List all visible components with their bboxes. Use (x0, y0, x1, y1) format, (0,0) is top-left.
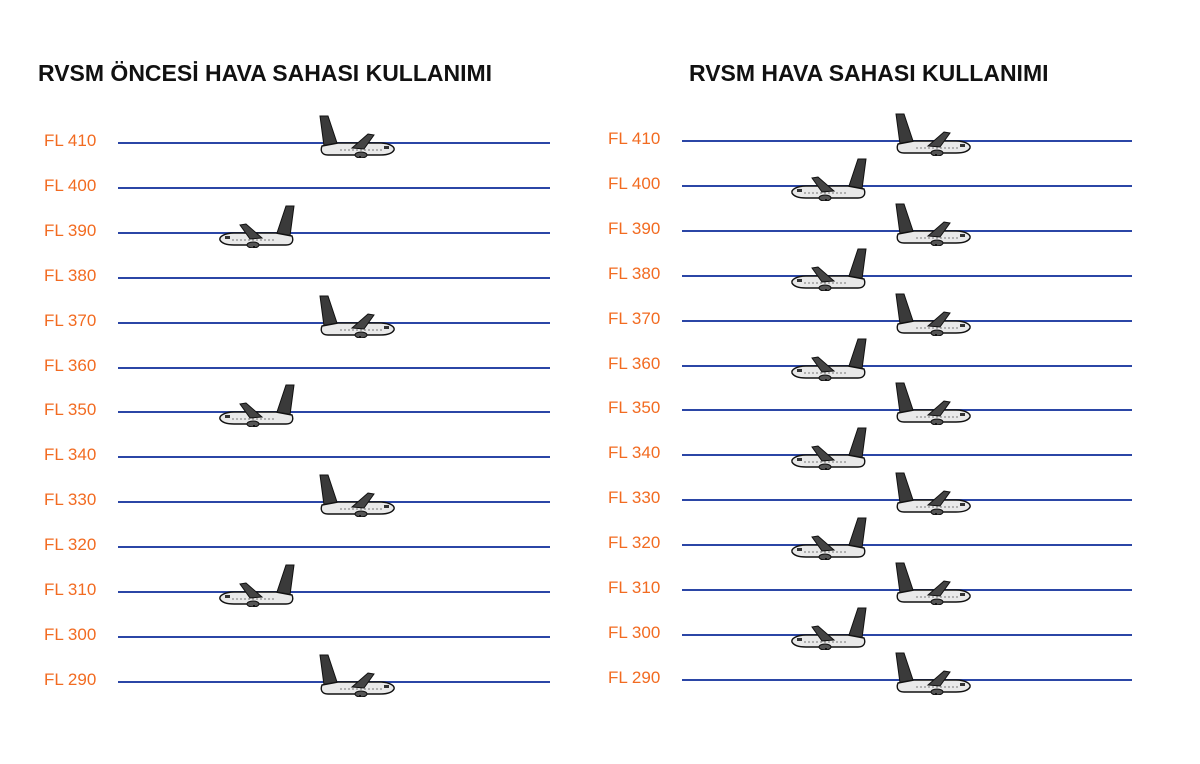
flight-level-label: FL 300 (44, 624, 97, 644)
pre-rvsm-title: RVSM ÖNCESİ HAVA SAHASI KULLANIMI (38, 60, 493, 86)
airplane-icon (790, 153, 870, 201)
flight-level-line (118, 635, 550, 638)
flight-level-label: FL 400 (608, 173, 661, 193)
rvsm-title: RVSM HAVA SAHASI KULLANIMI (689, 60, 1049, 86)
flight-level-label: FL 330 (44, 490, 97, 510)
airplane-icon (892, 557, 972, 605)
flight-level-line (118, 366, 550, 369)
airplane-icon (790, 422, 870, 470)
flight-level-label: FL 410 (608, 129, 661, 148)
flight-level-line (118, 456, 550, 459)
flight-level-line (682, 633, 1132, 636)
flight-level-label: FL 300 (608, 622, 661, 642)
flight-level-line (118, 276, 550, 279)
flight-level-label: FL 370 (608, 308, 661, 328)
flight-level-label: FL 290 (608, 667, 661, 687)
airplane-icon (218, 379, 298, 427)
airplane-icon (790, 243, 870, 291)
flight-level-label: FL 400 (44, 175, 97, 195)
rvsm-flight-levels: FL 410 FL 400 FL 390 FL 380 FL 370 FL 360 FL 3… (600, 0, 1200, 764)
airplane-icon (892, 647, 972, 695)
airplane-icon (892, 288, 972, 336)
flight-level-line (682, 274, 1132, 277)
airplane-icon (316, 290, 396, 338)
flight-level-label: FL 290 (44, 669, 97, 689)
flight-level-line (118, 231, 550, 234)
flight-level-label: FL 370 (44, 310, 97, 330)
airplane-icon (790, 602, 870, 650)
airplane-icon (790, 333, 870, 381)
pre-rvsm-flight-levels: FL 410 FL 400 FL 390 FL 380 FL 370 FL 360 FL 3… (44, 0, 550, 764)
airplane-icon (316, 110, 396, 158)
rvsm-panel: RVSM HAVA SAHASI KULLANIMI FL 410 FL 400 F… (600, 0, 1200, 764)
flight-level-label: FL 390 (44, 220, 97, 240)
flight-level-label: FL 350 (608, 398, 661, 418)
flight-level-label: FL 330 (608, 488, 661, 508)
flight-level-line (118, 546, 550, 549)
flight-level-line (118, 186, 550, 189)
flight-level-label: FL 350 (44, 400, 97, 420)
airplane-icon (316, 469, 396, 517)
flight-level-label: FL 410 (44, 131, 97, 150)
flight-level-label: FL 320 (608, 533, 661, 553)
flight-level-label: FL 380 (608, 263, 661, 283)
airplane-icon (892, 467, 972, 515)
airplane-icon (218, 200, 298, 248)
flight-level-line (682, 544, 1132, 547)
flight-level-line (682, 364, 1132, 367)
airplane-icon (892, 377, 972, 425)
flight-level-label: FL 360 (608, 353, 661, 373)
flight-level-line (118, 411, 550, 414)
flight-level-line (118, 591, 550, 593)
flight-level-label: FL 390 (608, 218, 661, 238)
flight-level-label: FL 340 (608, 443, 661, 463)
flight-level-label: FL 310 (44, 580, 97, 599)
airplane-icon (892, 198, 972, 246)
flight-level-line (682, 184, 1132, 187)
flight-level-label: FL 310 (608, 578, 661, 597)
flight-level-line (682, 454, 1132, 457)
flight-level-label: FL 380 (44, 265, 97, 285)
flight-level-label: FL 320 (44, 535, 97, 555)
airplane-icon (790, 512, 870, 560)
flight-level-label: FL 340 (44, 445, 97, 465)
pre-rvsm-panel: RVSM ÖNCESİ HAVA SAHASI KULLANIMI FL 410… (38, 0, 550, 764)
airplane-icon (218, 559, 298, 607)
airplane-icon (892, 108, 972, 156)
airplane-icon (316, 649, 396, 697)
flight-level-label: FL 360 (44, 355, 97, 375)
